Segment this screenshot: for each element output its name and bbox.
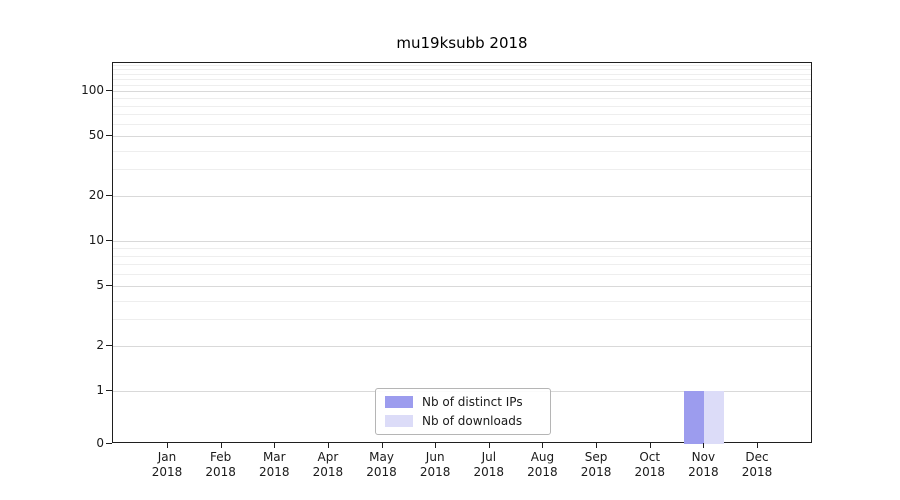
y-gridline <box>113 195 811 197</box>
y-tick-mark <box>106 285 112 287</box>
y-gridline <box>113 345 811 347</box>
y-minor-gridline <box>113 150 811 152</box>
legend-label-distinct-ips: Nb of distinct IPs <box>422 395 523 409</box>
y-gridline <box>113 91 811 92</box>
x-tick-mark <box>649 443 651 448</box>
x-tick-mark <box>596 443 598 448</box>
y-minor-gridline <box>113 114 811 116</box>
legend-item-distinct-ips: Nb of distinct IPs <box>385 395 541 409</box>
y-minor-gridline <box>113 169 811 171</box>
x-tick-label: Jun 2018 <box>419 450 451 479</box>
plot-area: Nb of distinct IPs Nb of downloads <box>112 62 812 444</box>
x-tick-label: Jul 2018 <box>473 450 505 479</box>
y-tick-mark <box>106 443 112 444</box>
y-minor-gridline <box>113 247 811 249</box>
y-tick-mark <box>106 135 112 137</box>
x-tick-mark <box>167 443 168 448</box>
x-tick-label: May 2018 <box>366 450 397 479</box>
x-tick-label: Feb 2018 <box>205 450 236 479</box>
legend-item-downloads: Nb of downloads <box>385 414 541 428</box>
y-minor-gridline <box>113 264 811 266</box>
bar-nb-of-distinct-ips <box>684 391 705 444</box>
y-minor-gridline <box>113 300 811 302</box>
y-minor-gridline <box>113 69 811 71</box>
y-tick-label: 1 <box>96 383 104 397</box>
y-tick-mark <box>106 194 112 196</box>
x-tick-mark <box>274 443 276 448</box>
x-tick-mark <box>435 443 437 448</box>
y-minor-gridline <box>113 274 811 276</box>
y-minor-gridline <box>113 124 811 126</box>
chart-title: mu19ksubb 2018 <box>396 34 528 52</box>
y-tick-label: 100 <box>81 83 104 97</box>
x-tick-label: Dec 2018 <box>741 450 773 479</box>
y-tick-mark <box>106 344 112 346</box>
y-gridline <box>113 286 811 288</box>
y-gridline <box>113 136 811 138</box>
y-tick-mark <box>106 90 112 91</box>
y-tick-label: 2 <box>96 337 104 352</box>
bars-layer <box>113 63 811 444</box>
x-tick-mark <box>381 443 383 448</box>
gridlines-layer <box>113 63 811 442</box>
x-tick-label: Mar 2018 <box>258 450 290 479</box>
y-minor-gridline <box>113 255 811 257</box>
x-tick-label: Aug 2018 <box>527 450 558 479</box>
x-tick-mark <box>756 443 758 448</box>
y-minor-gridline <box>113 97 811 99</box>
legend-swatch-downloads <box>385 415 413 427</box>
y-tick-label: 10 <box>88 233 104 247</box>
x-tick-mark <box>488 443 490 448</box>
x-tick-label: Sep 2018 <box>580 450 612 479</box>
y-minor-gridline <box>113 84 811 86</box>
x-tick-mark <box>220 443 222 448</box>
y-tick-label: 5 <box>96 278 104 293</box>
y-minor-gridline <box>113 105 811 107</box>
y-minor-gridline <box>113 73 811 75</box>
y-tick-label: 50 <box>88 128 104 143</box>
x-tick-mark <box>327 443 329 448</box>
y-tick-label: 20 <box>88 187 104 202</box>
legend-label-downloads: Nb of downloads <box>422 414 523 428</box>
y-tick-label: 0 <box>96 436 104 450</box>
bar-nb-of-downloads <box>704 391 725 444</box>
y-gridline <box>113 241 811 242</box>
x-tick-label: Apr 2018 <box>312 450 344 479</box>
y-minor-gridline <box>113 64 811 66</box>
x-tick-label: Nov 2018 <box>688 450 719 479</box>
x-tick-label: Oct 2018 <box>634 450 665 479</box>
y-tick-mark <box>106 390 112 391</box>
y-tick-mark <box>106 240 112 241</box>
y-minor-gridline <box>113 319 811 321</box>
y-minor-gridline <box>113 79 811 81</box>
x-tick-mark <box>542 443 544 448</box>
legend-swatch-distinct-ips <box>385 396 413 408</box>
legend: Nb of distinct IPs Nb of downloads <box>375 388 551 435</box>
x-tick-label: Jan 2018 <box>151 450 183 479</box>
x-tick-mark <box>703 443 705 448</box>
